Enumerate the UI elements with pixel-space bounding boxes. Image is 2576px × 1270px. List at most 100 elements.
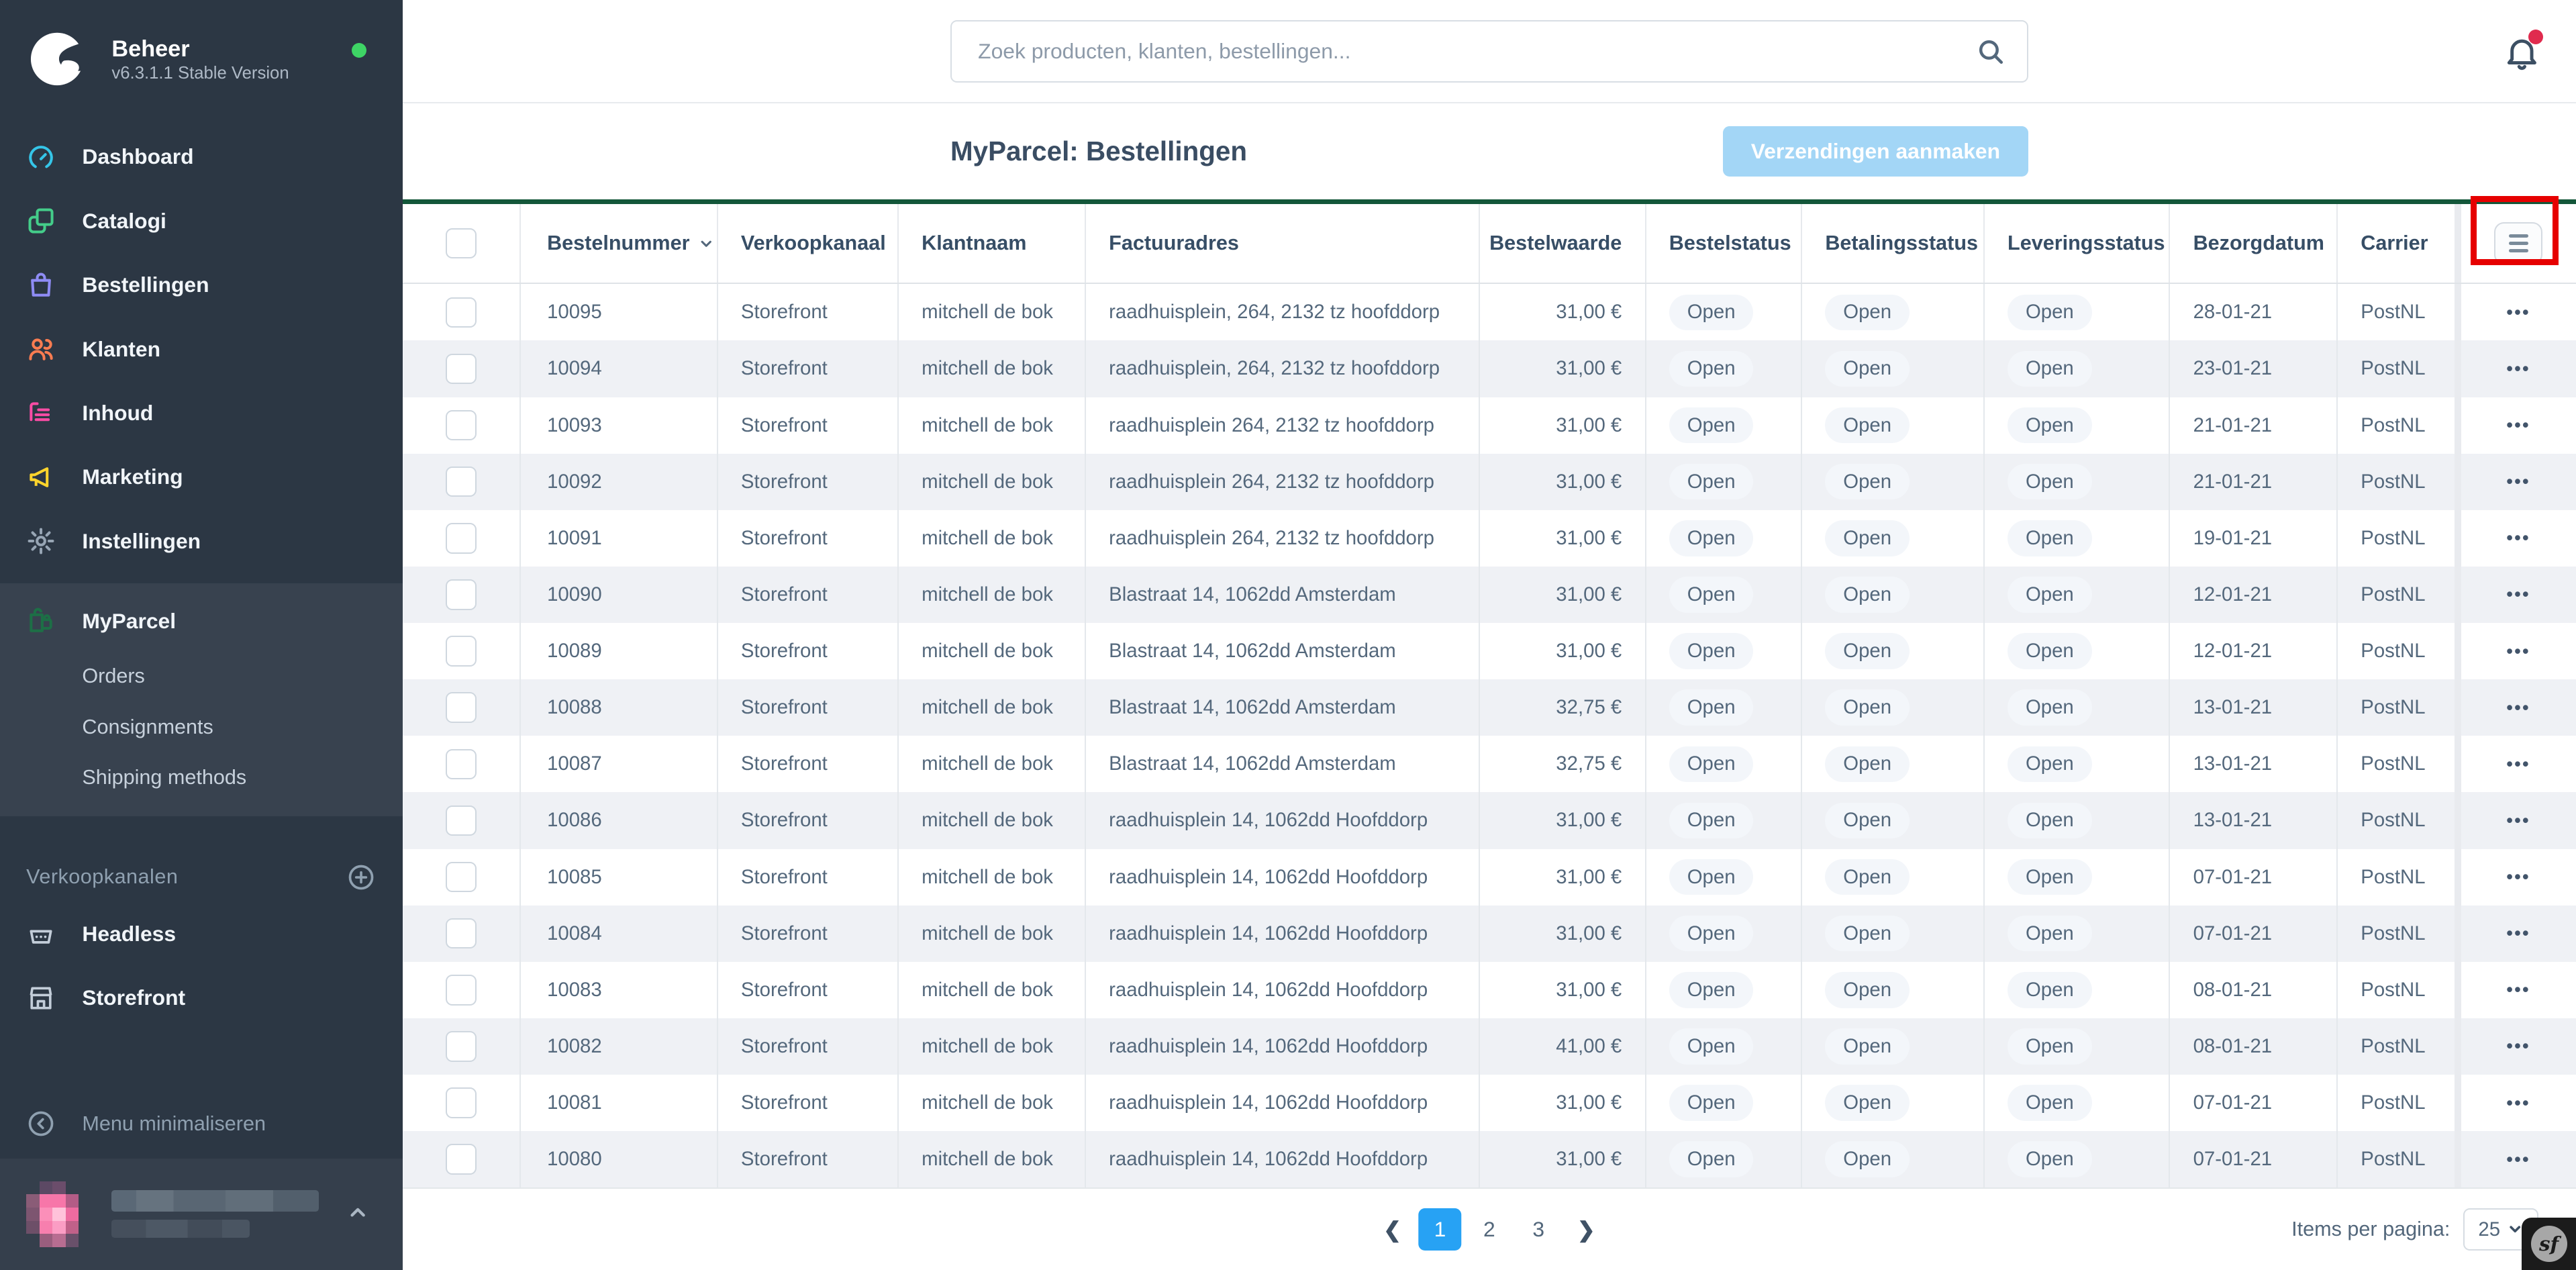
table-row[interactable]: 10091 Storefront mitchell de bok raadhuispl… — [402, 509, 2576, 567]
pagination-prev-icon[interactable]: ❮ — [1373, 1208, 1412, 1251]
pagination-next-icon[interactable]: ❯ — [1567, 1208, 1606, 1251]
select-all-checkbox[interactable] — [445, 228, 477, 259]
row-checkbox[interactable] — [445, 748, 477, 780]
chevron-left-circle-icon — [26, 1109, 56, 1138]
table-row[interactable]: 10086 Storefront mitchell de bok raadhuispl… — [402, 792, 2576, 849]
sidebar-item-consignments[interactable]: Consignments — [82, 715, 213, 738]
column-header-bestelwaarde[interactable]: Bestelwaarde — [1480, 203, 1646, 283]
row-checkbox[interactable] — [445, 692, 477, 723]
sidebar-item-inhoud[interactable]: Inhoud — [0, 381, 403, 445]
row-context-menu-button[interactable]: ••• — [2506, 697, 2531, 718]
cell-delivery-date: 19-01-21 — [2170, 509, 2338, 567]
row-checkbox[interactable] — [445, 466, 477, 497]
sidebar-item-shipping-methods[interactable]: Shipping methods — [82, 766, 247, 789]
sidebar-item-instellingen[interactable]: Instellingen — [0, 509, 403, 573]
row-checkbox[interactable] — [445, 409, 477, 441]
cell-payment-status: Open — [1802, 961, 1985, 1018]
row-context-menu-button[interactable]: ••• — [2506, 584, 2531, 605]
column-header-leveringsstatus[interactable]: Leveringsstatus — [1985, 203, 2171, 283]
symfony-profiler-button[interactable]: sf — [2522, 1217, 2576, 1270]
cell-sales-channel: Storefront — [718, 679, 899, 736]
table-row[interactable]: 10094 Storefront mitchell de bok raadhuispl… — [402, 340, 2576, 397]
cell-delivery-date: 08-01-21 — [2170, 1018, 2338, 1075]
row-context-menu-button[interactable]: ••• — [2506, 528, 2531, 548]
table-row[interactable]: 10087 Storefront mitchell de bok Blastraat … — [402, 736, 2576, 793]
table-row[interactable]: 10089 Storefront mitchell de bok Blastraat … — [402, 623, 2576, 680]
user-menu[interactable] — [0, 1158, 403, 1270]
sidebar-item-myparcel[interactable]: MyParcel — [0, 591, 403, 650]
cell-carrier: PostNL — [2361, 583, 2426, 605]
cell-sales-channel: Storefront — [718, 397, 899, 454]
row-context-menu-button[interactable]: ••• — [2506, 753, 2531, 774]
table-row[interactable]: 10081 Storefront mitchell de bok raadhuispl… — [402, 1075, 2576, 1132]
column-header-carrier[interactable]: Carrier — [2361, 232, 2428, 254]
sidebar-item-marketing[interactable]: Marketing — [0, 445, 403, 509]
table-row[interactable]: 10092 Storefront mitchell de bok raadhuispl… — [402, 453, 2576, 510]
row-context-menu-button[interactable]: ••• — [2506, 810, 2531, 830]
sidebar-item-storefront[interactable]: Storefront — [0, 966, 403, 1030]
collapse-menu-button[interactable]: Menu minimaliseren — [0, 1089, 403, 1159]
row-context-menu-button[interactable]: ••• — [2506, 471, 2531, 492]
column-header-betalingsstatus[interactable]: Betalingsstatus — [1802, 203, 1985, 283]
table-row[interactable]: 10090 Storefront mitchell de bok Blastraat … — [402, 566, 2576, 623]
notifications-button[interactable] — [2502, 30, 2544, 72]
table-row[interactable]: 10084 Storefront mitchell de bok raadhuispl… — [402, 905, 2576, 962]
cell-delivery-date: 07-01-21 — [2170, 1075, 2338, 1132]
row-context-menu-button[interactable]: ••• — [2506, 867, 2531, 887]
row-checkbox[interactable] — [445, 636, 477, 667]
table-row[interactable]: 10080 Storefront mitchell de bok raadhuispl… — [402, 1131, 2576, 1188]
row-checkbox[interactable] — [445, 1031, 477, 1062]
table-row[interactable]: 10093 Storefront mitchell de bok raadhuispl… — [402, 397, 2576, 454]
cell-billing-address: Blastraat 14, 1062dd Amsterdam — [1086, 736, 1481, 793]
table-settings-button[interactable] — [2493, 222, 2543, 264]
row-checkbox[interactable] — [445, 297, 477, 328]
pagination-page[interactable]: 2 — [1468, 1208, 1511, 1251]
search-input[interactable] — [950, 19, 2028, 83]
column-header-bestelstatus[interactable]: Bestelstatus — [1646, 203, 1803, 283]
row-checkbox[interactable] — [445, 523, 477, 554]
cell-order-value: 31,00 € — [1480, 284, 1646, 341]
table-row[interactable]: 10083 Storefront mitchell de bok raadhuispl… — [402, 961, 2576, 1018]
table-body: 10095 Storefront mitchell de bok raadhuispl… — [402, 284, 2576, 1188]
table-row[interactable]: 10088 Storefront mitchell de bok Blastraat … — [402, 679, 2576, 736]
column-header-verkoopkanaal[interactable]: Verkoopkanaal — [718, 203, 899, 283]
row-checkbox[interactable] — [445, 861, 477, 893]
row-checkbox[interactable] — [445, 1087, 477, 1118]
status-badge: Open — [1669, 1028, 1754, 1065]
cell-payment-status: Open — [1802, 792, 1985, 849]
sidebar-item-dashboard[interactable]: Dashboard — [0, 125, 403, 189]
column-header-bezorgdatum[interactable]: Bezorgdatum — [2170, 203, 2338, 283]
column-header-factuuradres[interactable]: Factuuradres — [1086, 203, 1481, 283]
row-context-menu-button[interactable]: ••• — [2506, 640, 2531, 661]
row-context-menu-button[interactable]: ••• — [2506, 923, 2531, 944]
row-checkbox[interactable] — [445, 975, 477, 1006]
row-checkbox[interactable] — [445, 579, 477, 610]
create-shipments-button[interactable]: Verzendingen aanmaken — [1723, 126, 2028, 177]
sidebar-item-orders[interactable]: Orders — [82, 664, 145, 687]
column-header-bestelnummer[interactable]: Bestelnummer — [521, 203, 718, 283]
plus-circle-icon[interactable] — [346, 863, 376, 892]
pagination-page[interactable]: 1 — [1418, 1208, 1462, 1251]
row-context-menu-button[interactable]: ••• — [2506, 358, 2531, 379]
row-context-menu-button[interactable]: ••• — [2506, 979, 2531, 1000]
row-checkbox[interactable] — [445, 805, 477, 836]
sidebar-item-bestellingen[interactable]: Bestellingen — [0, 253, 403, 317]
sidebar-item-catalogi[interactable]: Catalogi — [0, 189, 403, 252]
table-row[interactable]: 10085 Storefront mitchell de bok raadhuispl… — [402, 848, 2576, 906]
row-context-menu-button[interactable]: ••• — [2506, 1092, 2531, 1113]
pagination-page[interactable]: 3 — [1517, 1208, 1560, 1251]
table-row[interactable]: 10095 Storefront mitchell de bok raadhuispl… — [402, 284, 2576, 341]
row-context-menu-button[interactable]: ••• — [2506, 1036, 2531, 1057]
sidebar-item-headless[interactable]: Headless — [0, 902, 403, 966]
row-checkbox[interactable] — [445, 353, 477, 385]
row-checkbox[interactable] — [445, 1144, 477, 1175]
row-context-menu-button[interactable]: ••• — [2506, 415, 2531, 436]
row-context-menu-button[interactable]: ••• — [2506, 1149, 2531, 1169]
row-checkbox[interactable] — [445, 918, 477, 949]
row-context-menu-button[interactable]: ••• — [2506, 301, 2531, 322]
sidebar-item-klanten[interactable]: Klanten — [0, 317, 403, 381]
search-icon[interactable] — [1974, 35, 2007, 75]
table-row[interactable]: 10082 Storefront mitchell de bok raadhuispl… — [402, 1018, 2576, 1075]
avatar — [26, 1181, 93, 1247]
column-header-klantnaam[interactable]: Klantnaam — [899, 203, 1086, 283]
